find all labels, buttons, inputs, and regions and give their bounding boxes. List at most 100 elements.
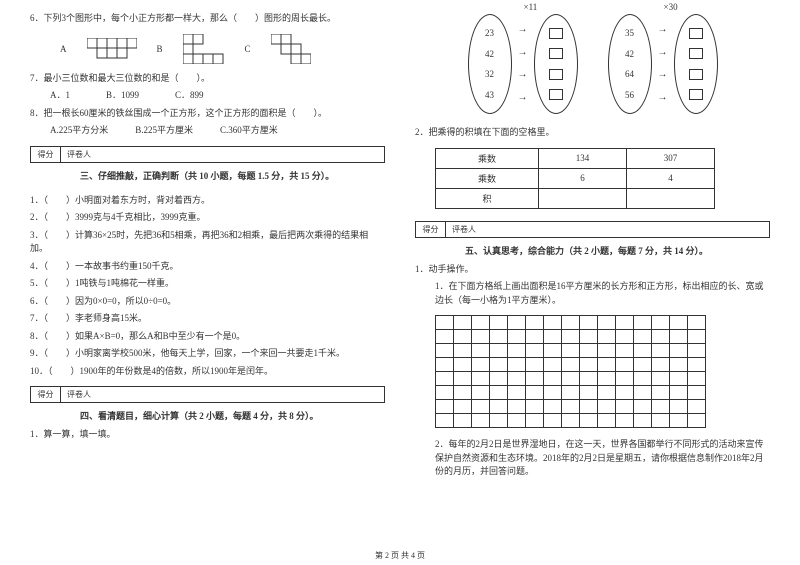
grid-cell <box>670 344 688 358</box>
grid-cell <box>490 400 508 414</box>
oval-group-2: ×30 35 42 64 56 → → → → <box>608 14 718 114</box>
grid-cell <box>472 330 490 344</box>
grid-cell <box>688 386 706 400</box>
arrows-2: → → → → <box>658 19 668 109</box>
grid-cell <box>472 344 490 358</box>
section-3-title: 三、仔细推敲，正确判断（共 10 小题，每题 1.5 分，共 15 分）。 <box>80 169 385 182</box>
grid-table <box>435 315 706 428</box>
grid-cell <box>490 386 508 400</box>
shape-label-a: A <box>60 44 67 54</box>
question-7-options: A．1 B．1099 C．899 <box>30 89 385 103</box>
judge-8: 8．（ ）如果A×B=0，那么A和B中至少有一个是0。 <box>30 330 385 344</box>
grid-cell <box>508 344 526 358</box>
grid-cell <box>454 344 472 358</box>
grid-cell <box>616 372 634 386</box>
oval-2-outputs <box>674 14 718 114</box>
question-8: 8．把一根长60厘米的铁丝围成一个正方形，这个正方形的面积是（ ）。 <box>30 107 385 121</box>
table-cell: 134 <box>538 148 626 168</box>
score-box-sec3: 得分 评卷人 <box>30 146 385 163</box>
grid-cell <box>490 372 508 386</box>
grid-paper <box>435 315 770 428</box>
grid-cell <box>616 344 634 358</box>
grid-cell <box>490 358 508 372</box>
table-cell: 乘数 <box>436 148 539 168</box>
judge-5: 5．（ ）1吨铁与1吨棉花一样重。 <box>30 277 385 291</box>
grid-cell <box>562 316 580 330</box>
answer-box <box>689 48 703 59</box>
grid-cell <box>598 330 616 344</box>
grid-cell <box>490 316 508 330</box>
grid-cell <box>598 316 616 330</box>
grid-cell <box>616 400 634 414</box>
oval-2-inputs: 35 42 64 56 <box>608 14 652 114</box>
grid-cell <box>544 330 562 344</box>
judge-7: 7．（ ）李老师身高15米。 <box>30 312 385 326</box>
oval-num: 32 <box>485 69 494 79</box>
grid-cell <box>526 330 544 344</box>
grid-cell <box>652 330 670 344</box>
oval-num: 56 <box>625 90 634 100</box>
arrow-icon: → <box>658 48 668 58</box>
grid-cell <box>688 316 706 330</box>
practice-1-desc: 1．在下面方格纸上画出面积是16平方厘米的长方形和正方形，标出相应的长、宽或边长… <box>415 280 770 307</box>
oval-num: 23 <box>485 28 494 38</box>
grid-cell <box>616 358 634 372</box>
grid-cell <box>544 372 562 386</box>
grid-cell <box>634 372 652 386</box>
grid-cell <box>544 316 562 330</box>
grid-cell <box>598 372 616 386</box>
grid-cell <box>544 400 562 414</box>
grid-cell <box>508 414 526 428</box>
grid-cell <box>580 316 598 330</box>
grid-cell <box>616 386 634 400</box>
grid-cell <box>472 386 490 400</box>
grid-cell <box>526 344 544 358</box>
grid-cell <box>454 386 472 400</box>
grid-cell <box>634 414 652 428</box>
score-box-sec4: 得分 评卷人 <box>30 386 385 403</box>
answer-box <box>549 48 563 59</box>
score-label: 得分 <box>31 147 61 162</box>
grid-cell <box>598 358 616 372</box>
grid-cell <box>634 330 652 344</box>
grid-cell <box>454 400 472 414</box>
oval-num: 43 <box>485 90 494 100</box>
grid-cell <box>670 330 688 344</box>
grader-label: 评卷人 <box>61 387 97 402</box>
grid-cell <box>580 344 598 358</box>
grid-cell <box>598 344 616 358</box>
grid-cell <box>526 372 544 386</box>
table-cell: 积 <box>436 188 539 208</box>
grid-cell <box>598 400 616 414</box>
arrow-icon: → <box>658 25 668 35</box>
grid-cell <box>544 386 562 400</box>
answer-box <box>689 28 703 39</box>
grid-cell <box>670 316 688 330</box>
answer-box <box>689 89 703 100</box>
table-cell <box>626 188 714 208</box>
grid-cell <box>436 330 454 344</box>
table-cell <box>538 188 626 208</box>
grader-label: 评卷人 <box>61 147 97 162</box>
grid-cell <box>652 372 670 386</box>
grid-cell <box>634 386 652 400</box>
grid-cell <box>580 358 598 372</box>
grid-cell <box>436 386 454 400</box>
grid-cell <box>652 386 670 400</box>
arrows-1: → → → → <box>518 19 528 109</box>
grid-cell <box>634 316 652 330</box>
judge-4: 4．（ ）一本故事书约重150千克。 <box>30 260 385 274</box>
grid-cell <box>454 372 472 386</box>
grid-cell <box>580 386 598 400</box>
grid-cell <box>580 330 598 344</box>
grid-cell <box>598 386 616 400</box>
question-6: 6．下列3个图形中，每个小正方形都一样大，那么（ ）图形的周长最长。 <box>30 12 385 26</box>
arrow-icon: → <box>658 93 668 103</box>
grid-cell <box>526 386 544 400</box>
grid-cell <box>562 330 580 344</box>
grid-cell <box>454 414 472 428</box>
grid-cell <box>508 372 526 386</box>
table-row: 乘数 134 307 <box>436 148 715 168</box>
grid-cell <box>688 330 706 344</box>
grid-cell <box>670 386 688 400</box>
